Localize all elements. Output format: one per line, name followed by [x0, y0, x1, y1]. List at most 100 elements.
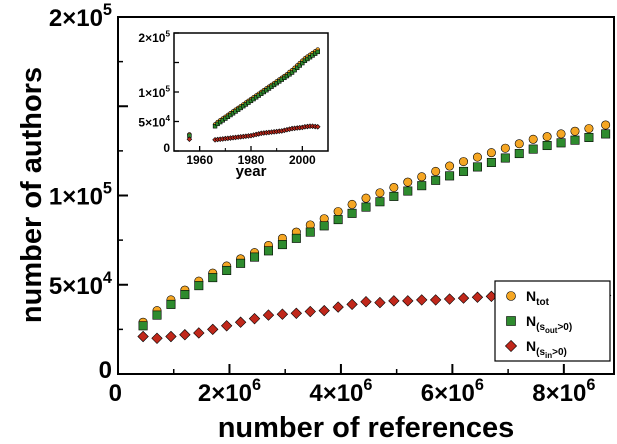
y-tick-label-exponent: 5 [103, 180, 112, 198]
data-point [332, 301, 344, 313]
data-point [570, 135, 580, 145]
x-tick-label-mantissa: 0 [109, 380, 122, 407]
data-point [416, 294, 428, 306]
data-point [319, 221, 329, 231]
data-point [305, 227, 315, 237]
data-point [137, 330, 149, 343]
x-tick-label-mantissa: 4×10 [309, 380, 363, 407]
data-point [417, 181, 427, 191]
data-point [584, 124, 594, 134]
data-point [472, 152, 482, 162]
inset-background [174, 33, 328, 151]
data-point [138, 321, 148, 331]
data-point [375, 197, 385, 207]
legend-label-sub: (s [536, 347, 545, 358]
x-tick-label-exponent: 6 [475, 376, 484, 394]
x-tick-label-exponent: 6 [586, 376, 595, 394]
data-point [318, 304, 330, 317]
x-tick-label: 2×106 [198, 376, 261, 407]
data-point [486, 148, 496, 158]
data-point [542, 132, 552, 142]
legend-label-sub-rest: >0) [552, 347, 567, 358]
inset-data-point [292, 67, 297, 73]
inset-y-tick-label-mantissa: 2×10 [138, 31, 165, 45]
data-point [374, 296, 386, 309]
legend-label: N(sin>0) [526, 338, 567, 360]
inset-y-tick-label: 5×104 [138, 114, 170, 129]
data-point [152, 310, 162, 320]
x-tick-label: 4×106 [309, 376, 372, 407]
data-point [403, 186, 413, 196]
inset-data-point [297, 63, 302, 68]
legend-label-subsub: out [545, 326, 558, 335]
data-point [403, 177, 413, 187]
data-point [431, 166, 441, 176]
data-point [236, 258, 246, 268]
y-tick-label: 0 [99, 357, 112, 384]
data-point [165, 330, 177, 343]
y-tick-label-mantissa: 2×10 [49, 5, 103, 32]
data-point [556, 129, 566, 139]
inset-x-axis-title: year [236, 163, 267, 180]
data-point [347, 208, 357, 218]
data-point [234, 316, 247, 328]
data-point [333, 207, 343, 217]
inset-data-point [294, 65, 300, 71]
data-point [166, 299, 176, 309]
data-point [361, 193, 371, 203]
y-tick-label: 5×104 [49, 269, 112, 300]
x-tick-label-mantissa: 2×10 [198, 380, 252, 407]
data-point [459, 157, 469, 167]
data-point [291, 233, 301, 243]
data-point [601, 129, 611, 139]
x-tick-label-mantissa: 6×10 [421, 380, 475, 407]
data-point [194, 281, 204, 291]
inset-y-tick-label-mantissa: 0 [163, 141, 170, 155]
y-tick-label-exponent: 5 [103, 1, 112, 19]
legend-label-main: N [526, 313, 536, 329]
data-point [528, 134, 538, 144]
data-point [207, 323, 219, 336]
data-point [514, 149, 524, 159]
x-tick-label-exponent: 6 [363, 376, 372, 394]
data-point [360, 296, 372, 308]
inset-series-3 [186, 123, 321, 143]
inset-y-tick-label-exponent: 5 [165, 30, 170, 39]
data-point [584, 132, 594, 142]
legend-marker [506, 291, 516, 301]
inset-data-point [300, 60, 305, 66]
data-point [290, 307, 303, 319]
data-point [443, 293, 456, 305]
legend-label-main: N [526, 288, 536, 304]
data-point [361, 202, 371, 212]
legend-label: Ntot [526, 288, 550, 308]
data-point [277, 240, 287, 250]
inset-series-2 [187, 49, 320, 138]
legend-label-sub: tot [536, 297, 549, 308]
data-point [417, 172, 427, 182]
legend-marker [504, 339, 518, 353]
legend-label-main: N [526, 338, 536, 354]
inset-points-group [186, 47, 321, 143]
inset-y-tick-label-mantissa: 1×10 [138, 86, 165, 100]
data-point [222, 265, 232, 275]
data-point [528, 144, 538, 154]
x-tick-label-mantissa: 8×10 [532, 380, 586, 407]
data-point [250, 252, 260, 262]
inset-x-tick-label: 2000 [289, 153, 316, 167]
inset-x-tick-label: 1960 [186, 153, 213, 167]
data-point [389, 182, 399, 192]
inset-y-tick-label-exponent: 4 [165, 114, 170, 123]
data-point [471, 291, 484, 303]
data-point [179, 329, 191, 341]
data-point [542, 141, 552, 151]
data-point [429, 294, 442, 306]
legend-label-subsub: in [545, 351, 552, 360]
data-point [402, 295, 414, 307]
inset-x-tick-label: 1980 [238, 153, 265, 167]
data-point [263, 246, 273, 256]
y-tick-label: 2×105 [49, 1, 112, 32]
